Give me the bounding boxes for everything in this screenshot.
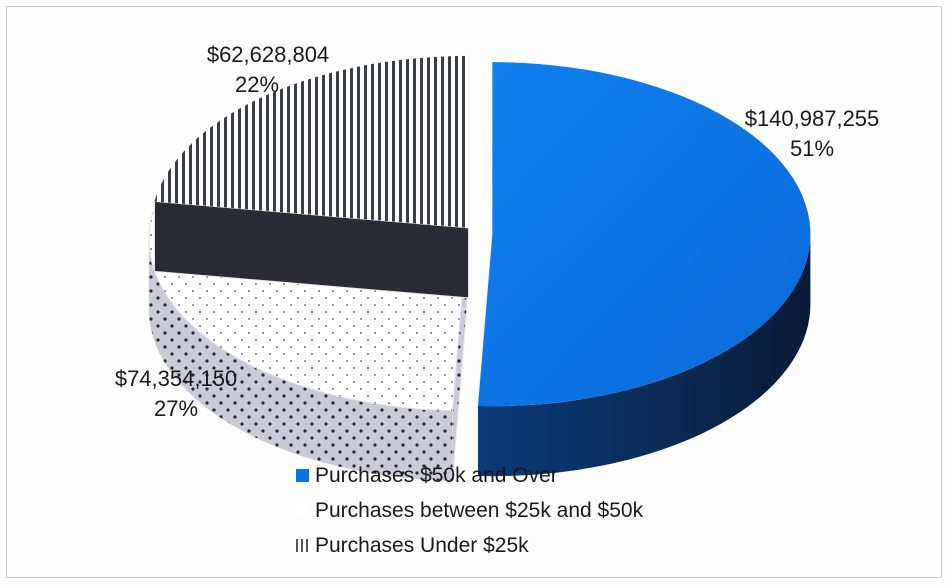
legend-label: Purchases between $25k and $50k (315, 498, 644, 522)
pie-slice-under-25k (153, 55, 470, 299)
slice-percent-label: 51% (789, 136, 835, 161)
legend-item-50k-over: Purchases $50k and Over (296, 458, 643, 493)
slice-value-label: $140,987,255 (744, 106, 880, 131)
slice-label-25k-50k: $74,354,150 27% (86, 364, 266, 424)
slice-percent-label: 22% (234, 72, 280, 97)
legend-swatch-stripes-icon (296, 539, 309, 552)
slice-value-label: $62,628,804 (206, 42, 330, 67)
chart-frame (6, 6, 942, 578)
pie-slice-25k-50k-side (148, 239, 453, 481)
pie-slice-50k-over-side (478, 234, 811, 477)
legend-swatch-dots-icon (296, 504, 309, 517)
slice-percent-label: 27% (153, 396, 199, 421)
slice-value-label: $74,354,150 (114, 366, 238, 391)
chart-legend: Purchases $50k and Over Purchases betwee… (296, 458, 643, 563)
legend-item-25k-50k: Purchases between $25k and $50k (296, 493, 643, 528)
legend-label: Purchases Under $25k (315, 533, 529, 557)
pie-slice-50k-over (477, 62, 811, 477)
legend-item-under-25k: Purchases Under $25k (296, 528, 643, 563)
legend-label: Purchases $50k and Over (315, 463, 558, 487)
legend-swatch-solid-icon (296, 469, 309, 482)
slice-label-50k-over: $140,987,255 51% (712, 104, 912, 164)
slice-label-under-25k: $62,628,804 22% (152, 40, 362, 100)
pie-slice-50k-over-top (478, 62, 811, 407)
pie-slice-under-25k-top (154, 55, 469, 228)
